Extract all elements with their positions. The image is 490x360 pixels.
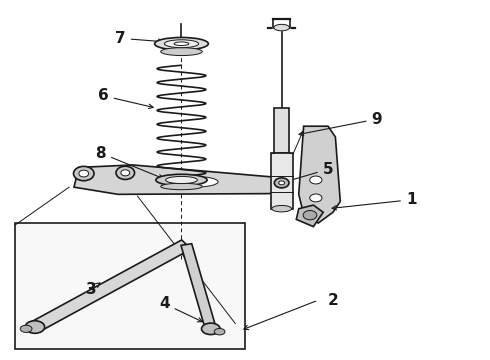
Ellipse shape — [201, 323, 220, 334]
Text: 8: 8 — [96, 145, 163, 179]
Ellipse shape — [272, 206, 292, 212]
Ellipse shape — [214, 328, 225, 335]
Polygon shape — [74, 165, 284, 194]
Ellipse shape — [161, 183, 202, 190]
Ellipse shape — [169, 176, 218, 187]
Ellipse shape — [166, 176, 197, 184]
Text: 5: 5 — [286, 162, 333, 183]
Polygon shape — [181, 244, 216, 330]
Ellipse shape — [74, 166, 94, 181]
Ellipse shape — [303, 211, 317, 220]
Polygon shape — [30, 240, 191, 332]
Ellipse shape — [274, 24, 290, 31]
Ellipse shape — [155, 37, 208, 50]
Ellipse shape — [161, 48, 202, 55]
Ellipse shape — [279, 181, 285, 185]
Ellipse shape — [121, 170, 130, 176]
Text: 7: 7 — [115, 31, 163, 46]
Ellipse shape — [164, 40, 198, 48]
Ellipse shape — [116, 166, 135, 180]
Ellipse shape — [174, 42, 189, 45]
Ellipse shape — [25, 321, 45, 333]
Bar — [15, 223, 245, 348]
Ellipse shape — [274, 178, 289, 188]
Polygon shape — [270, 153, 293, 209]
Ellipse shape — [20, 325, 32, 332]
Text: 6: 6 — [98, 88, 153, 108]
Polygon shape — [296, 205, 323, 226]
Text: 3: 3 — [86, 282, 100, 297]
Ellipse shape — [310, 176, 322, 184]
Polygon shape — [274, 108, 289, 153]
Text: 9: 9 — [299, 112, 382, 136]
Text: 4: 4 — [159, 296, 202, 322]
Text: 2: 2 — [328, 293, 338, 308]
Ellipse shape — [79, 170, 89, 177]
Polygon shape — [299, 126, 340, 223]
Ellipse shape — [156, 174, 207, 186]
Text: 1: 1 — [332, 192, 416, 210]
Ellipse shape — [310, 194, 322, 202]
